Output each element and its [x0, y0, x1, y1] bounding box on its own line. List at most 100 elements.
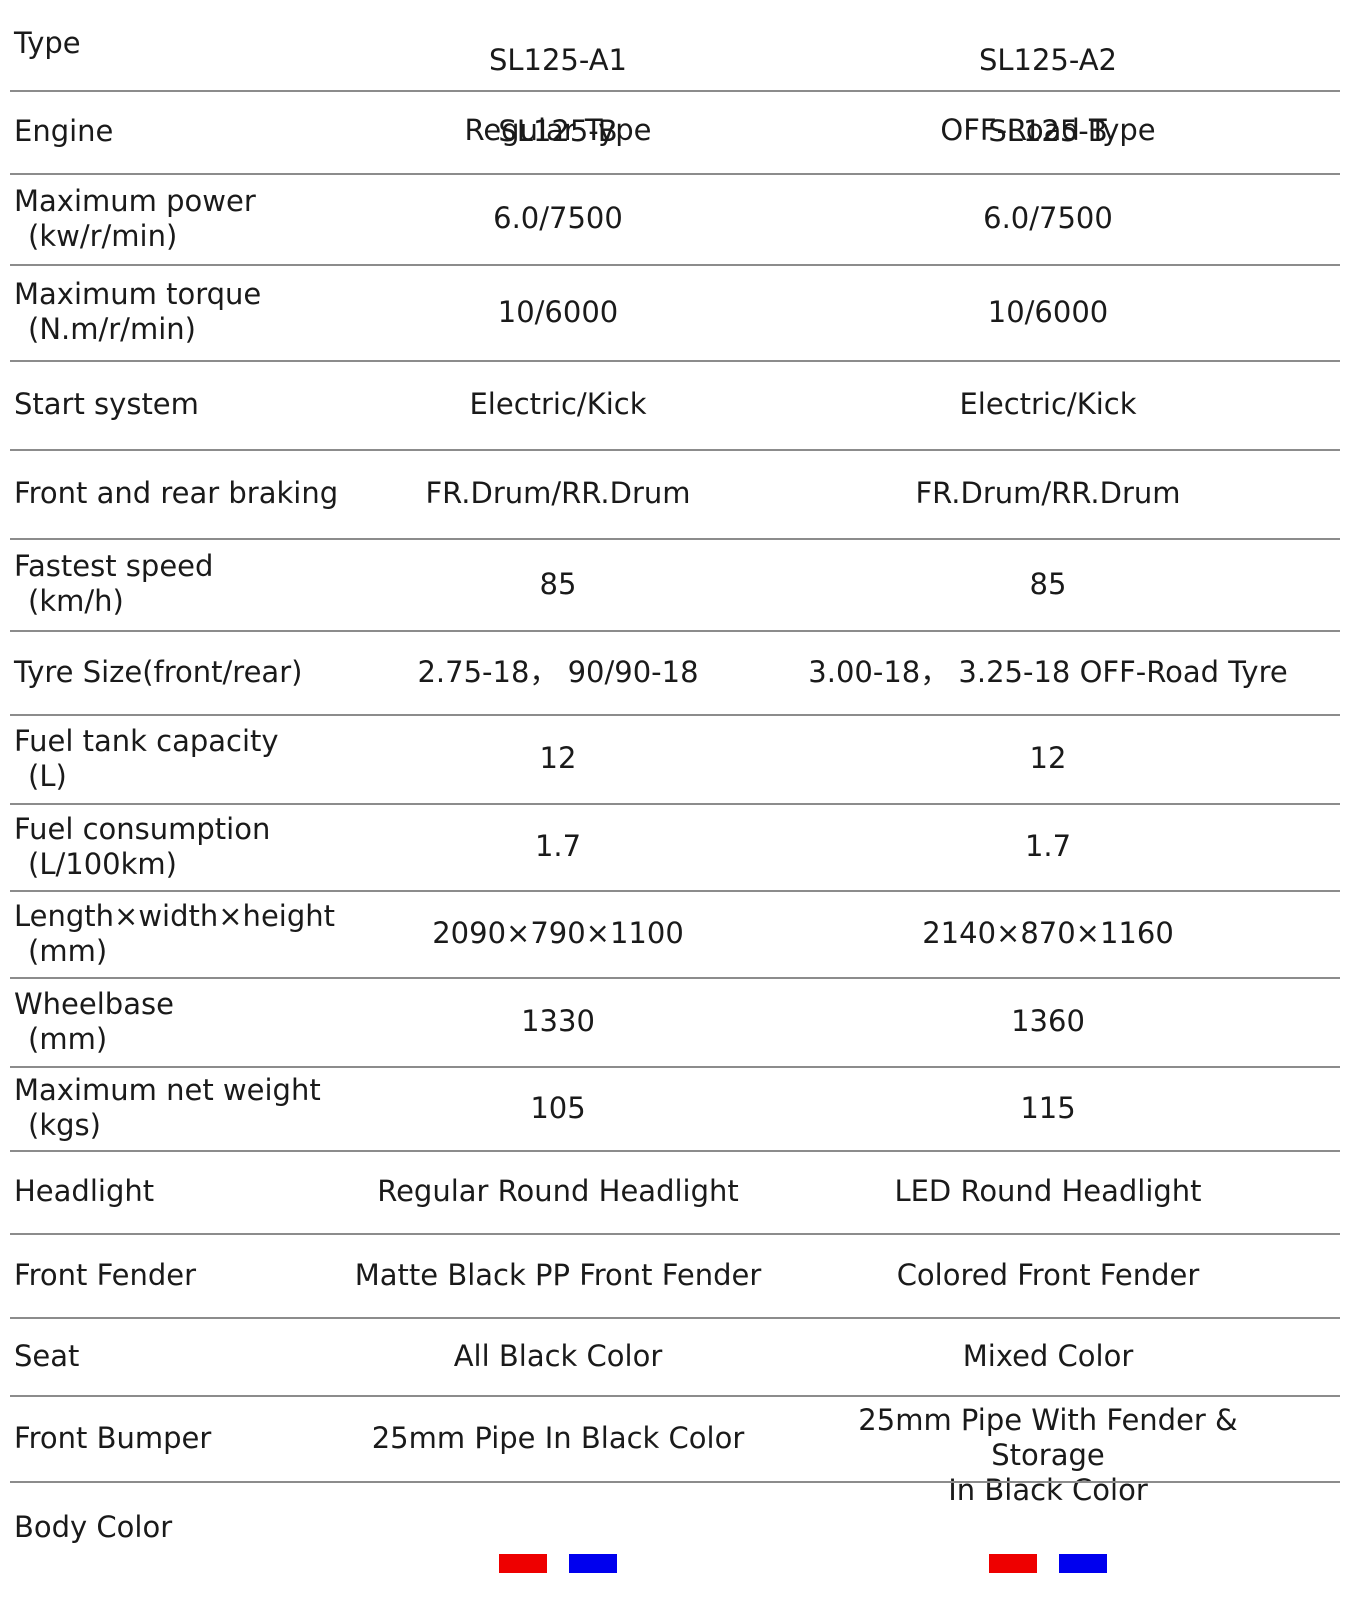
spec-label-unit: (N.m/r/min): [28, 312, 196, 346]
spec-value-a2: 85: [1029, 567, 1067, 601]
spec-row: Seat All Black Color Mixed Color: [0, 1317, 1347, 1395]
spec-value-a2: 2140×870×1160: [922, 916, 1174, 950]
spec-label: Front Fender: [14, 1258, 354, 1293]
spec-row: Fastest speed (km/h) 85 85: [0, 538, 1347, 630]
spec-value-a1: All Black Color: [453, 1339, 663, 1373]
row-divider: [10, 1150, 1340, 1152]
spec-label-unit: (mm): [28, 1022, 108, 1056]
spec-value-a2: SL125-B: [988, 114, 1108, 148]
red-color-swatch: [989, 1553, 1037, 1573]
spec-label-main: Start system: [14, 387, 199, 421]
body-color-a: [330, 1518, 786, 1608]
spec-label-main: Wheelbase: [14, 987, 174, 1021]
spec-value-a2: 3.00-18， 3.25-18 OFF-Road Tyre: [808, 655, 1288, 689]
spec-label-main: Maximum net weight: [14, 1073, 321, 1107]
spec-value-a2: LED Round Headlight: [894, 1174, 1202, 1208]
spec-label-main: Front and rear braking: [14, 476, 339, 510]
color-swatches-a: [330, 1553, 786, 1573]
spec-label-main: Front Fender: [14, 1258, 197, 1292]
spec-label: Maximum power (kw/r/min): [14, 184, 354, 254]
spec-label: Length×width×height (mm): [14, 899, 354, 969]
spec-value-a1: SL125-B: [498, 114, 618, 148]
row-divider: [10, 360, 1340, 362]
spec-value-a2: 10/6000: [987, 295, 1109, 329]
spec-label: Front Bumper: [14, 1421, 354, 1456]
spec-value-a2: Colored Front Fender: [896, 1258, 1200, 1292]
blue-color-swatch: [569, 1553, 617, 1573]
spec-value-a1: Matte Black PP Front Fender: [354, 1258, 762, 1292]
spec-label-unit: (L): [28, 759, 67, 793]
spec-label-main: Front Bumper: [14, 1421, 212, 1455]
spec-label-main: Maximum power: [14, 184, 256, 218]
row-divider: [10, 803, 1340, 805]
row-divider: [10, 1317, 1340, 1319]
row-divider: [10, 890, 1340, 892]
spec-value-a1: 10/6000: [497, 295, 619, 329]
model-b-type: OFF-Road Type: [940, 113, 1156, 147]
row-divider: [10, 264, 1340, 266]
row-divider: [10, 1395, 1340, 1397]
row-divider: [10, 1066, 1340, 1068]
spec-value-a1: 105: [530, 1091, 586, 1125]
row-divider: [10, 630, 1340, 632]
spec-label: Front and rear braking: [14, 476, 354, 511]
spec-label-main: Engine: [14, 114, 114, 148]
row-divider: [10, 977, 1340, 979]
model-a-type: Regular Type: [464, 113, 652, 147]
row-divider: [10, 173, 1340, 175]
spec-label: Fuel consumption (L/100km): [14, 812, 354, 882]
header-model-b: SL125-A2 OFF-Road Type: [800, 8, 1296, 183]
spec-row: Wheelbase (mm) 1330 1360: [0, 977, 1347, 1066]
row-divider: [10, 90, 1340, 92]
spec-label-main: Tyre Size(front/rear): [14, 655, 303, 689]
spec-label-unit: (mm): [28, 934, 108, 968]
spec-label: Fastest speed (km/h): [14, 549, 354, 619]
spec-row: Headlight Regular Round Headlight LED Roun…: [0, 1150, 1347, 1233]
spec-label: Seat: [14, 1339, 354, 1374]
spec-value-a2: 6.0/7500: [983, 201, 1113, 235]
spec-value-a2: 1.7: [1024, 829, 1072, 863]
spec-row: Maximum torque (N.m/r/min) 10/6000 10/6000: [0, 264, 1347, 360]
color-swatches-b: [800, 1553, 1296, 1573]
spec-label-unit: (L/100km): [28, 847, 177, 881]
row-divider: [10, 1481, 1340, 1483]
spec-row: Length×width×height (mm) 2090×790×1100 2140…: [0, 890, 1347, 977]
spec-label: Wheelbase (mm): [14, 987, 354, 1057]
spec-label-main: Length×width×height: [14, 899, 335, 933]
spec-row: Front Bumper 25mm Pipe In Black Color 25mm…: [0, 1395, 1347, 1507]
spec-value-a1: 2.75-18， 90/90-18: [417, 655, 699, 689]
row-divider: [10, 538, 1340, 540]
blue-color-swatch: [1059, 1553, 1107, 1573]
spec-value-a1: 2090×790×1100: [432, 916, 684, 950]
spec-value-a1: 25mm Pipe In Black Color: [371, 1421, 745, 1455]
body-color-row: Body Color: [0, 1490, 1347, 1573]
red-color-swatch: [499, 1553, 547, 1573]
spec-value-a2: Electric/Kick: [959, 387, 1137, 421]
spec-value-a1: Regular Round Headlight: [377, 1174, 739, 1208]
spec-value-a1: 6.0/7500: [493, 201, 623, 235]
spec-label-unit: (kgs): [28, 1108, 101, 1142]
spec-label: Headlight: [14, 1174, 354, 1209]
spec-value-a1: 1.7: [534, 829, 582, 863]
spec-label-main: Maximum torque: [14, 277, 262, 311]
spec-value-a2: FR.Drum/RR.Drum: [915, 476, 1181, 510]
spec-row: Maximum net weight (kgs) 105 115: [0, 1066, 1347, 1150]
spec-value-a2: 115: [1020, 1091, 1076, 1125]
spec-value-a1: 85: [539, 567, 577, 601]
spec-row: Fuel consumption (L/100km) 1.7 1.7: [0, 803, 1347, 890]
spec-label-main: Seat: [14, 1339, 80, 1373]
spec-value-a1: Electric/Kick: [469, 387, 647, 421]
model-b-name: SL125-A2: [978, 43, 1118, 77]
spec-value-a2: 1360: [1011, 1004, 1085, 1038]
spec-row: Front and rear braking FR.Drum/RR.Drum FR.…: [0, 449, 1347, 538]
header-label: Type: [14, 26, 81, 60]
spec-label-main: Fuel tank capacity: [14, 724, 279, 758]
spec-label-main: Fastest speed: [14, 549, 214, 583]
spec-label: Engine: [14, 114, 354, 149]
row-divider: [10, 714, 1340, 716]
spec-label: Tyre Size(front/rear): [14, 655, 354, 690]
spec-row: Tyre Size(front/rear) 2.75-18， 90/90-18 3.…: [0, 630, 1347, 714]
model-a-name: SL125-A1: [488, 43, 628, 77]
row-divider: [10, 1233, 1340, 1235]
spec-row: Fuel tank capacity (L) 12 12: [0, 714, 1347, 803]
